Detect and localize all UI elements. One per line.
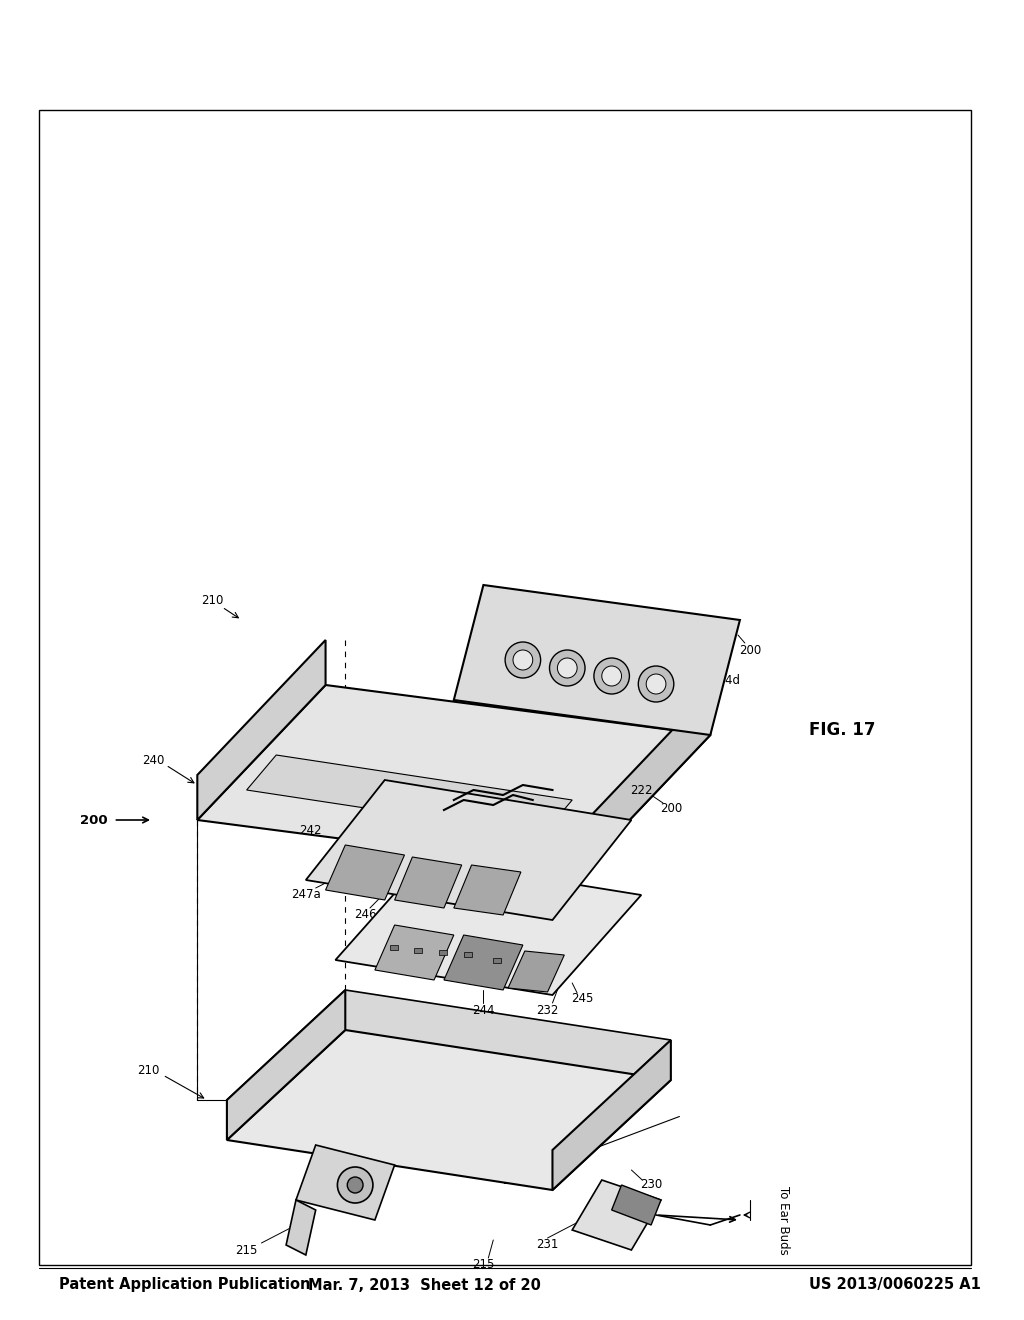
Bar	[464, 952, 472, 957]
Text: 243: 243	[418, 908, 440, 921]
Text: 215: 215	[236, 1243, 258, 1257]
Circle shape	[513, 649, 532, 671]
Circle shape	[594, 657, 630, 694]
Polygon shape	[611, 1185, 660, 1225]
Polygon shape	[227, 990, 345, 1140]
Text: 244: 244	[472, 1003, 495, 1016]
Text: 200: 200	[659, 801, 682, 814]
Text: 224d: 224d	[711, 673, 740, 686]
Polygon shape	[247, 755, 572, 836]
Text: 224c: 224c	[690, 653, 720, 667]
Polygon shape	[336, 861, 641, 995]
Text: 224b: 224b	[671, 634, 700, 647]
Polygon shape	[326, 845, 404, 900]
Circle shape	[337, 1167, 373, 1203]
Text: Mar. 7, 2013  Sheet 12 of 20: Mar. 7, 2013 Sheet 12 of 20	[308, 1278, 541, 1292]
Text: 224a: 224a	[651, 614, 681, 627]
Text: 242: 242	[299, 824, 322, 837]
Polygon shape	[444, 935, 523, 990]
Circle shape	[602, 667, 622, 686]
Text: 210: 210	[137, 1064, 159, 1077]
Text: 200: 200	[80, 813, 108, 826]
Polygon shape	[198, 640, 326, 820]
Text: 210: 210	[201, 594, 223, 606]
Polygon shape	[227, 990, 671, 1150]
Bar	[439, 950, 446, 954]
Circle shape	[646, 675, 666, 694]
Polygon shape	[198, 685, 711, 870]
Text: 230: 230	[640, 1179, 663, 1192]
Text: 245: 245	[570, 991, 593, 1005]
Polygon shape	[508, 950, 564, 993]
Polygon shape	[553, 1040, 671, 1191]
Text: US 2013/0060225 A1: US 2013/0060225 A1	[809, 1278, 981, 1292]
Circle shape	[550, 649, 585, 686]
Bar	[40, 110, 971, 1265]
Polygon shape	[306, 780, 632, 920]
Polygon shape	[296, 1144, 394, 1220]
Text: To Ear Buds: To Ear Buds	[777, 1185, 791, 1254]
Text: 215: 215	[472, 1258, 495, 1271]
Circle shape	[347, 1177, 364, 1193]
Circle shape	[557, 657, 578, 678]
Polygon shape	[572, 1180, 660, 1250]
Text: 234: 234	[502, 1173, 524, 1187]
Text: Patent Application Publication: Patent Application Publication	[59, 1278, 310, 1292]
Text: 246: 246	[353, 908, 376, 921]
Text: 240: 240	[141, 754, 164, 767]
Polygon shape	[227, 1030, 671, 1191]
Circle shape	[505, 642, 541, 678]
Text: 231: 231	[537, 1238, 559, 1251]
Polygon shape	[582, 690, 711, 870]
Bar	[494, 958, 501, 964]
Text: FIG. 17: FIG. 17	[809, 721, 876, 739]
Circle shape	[638, 667, 674, 702]
Text: 222: 222	[630, 784, 652, 796]
Text: 247b: 247b	[483, 804, 513, 817]
Polygon shape	[375, 925, 454, 979]
Bar	[390, 945, 397, 950]
Bar	[415, 948, 422, 953]
Polygon shape	[286, 1200, 315, 1255]
Polygon shape	[454, 865, 521, 915]
Polygon shape	[454, 585, 740, 735]
Polygon shape	[394, 857, 462, 908]
Text: 200: 200	[738, 644, 761, 656]
Text: 247a: 247a	[291, 888, 321, 902]
Text: 232: 232	[537, 1003, 559, 1016]
